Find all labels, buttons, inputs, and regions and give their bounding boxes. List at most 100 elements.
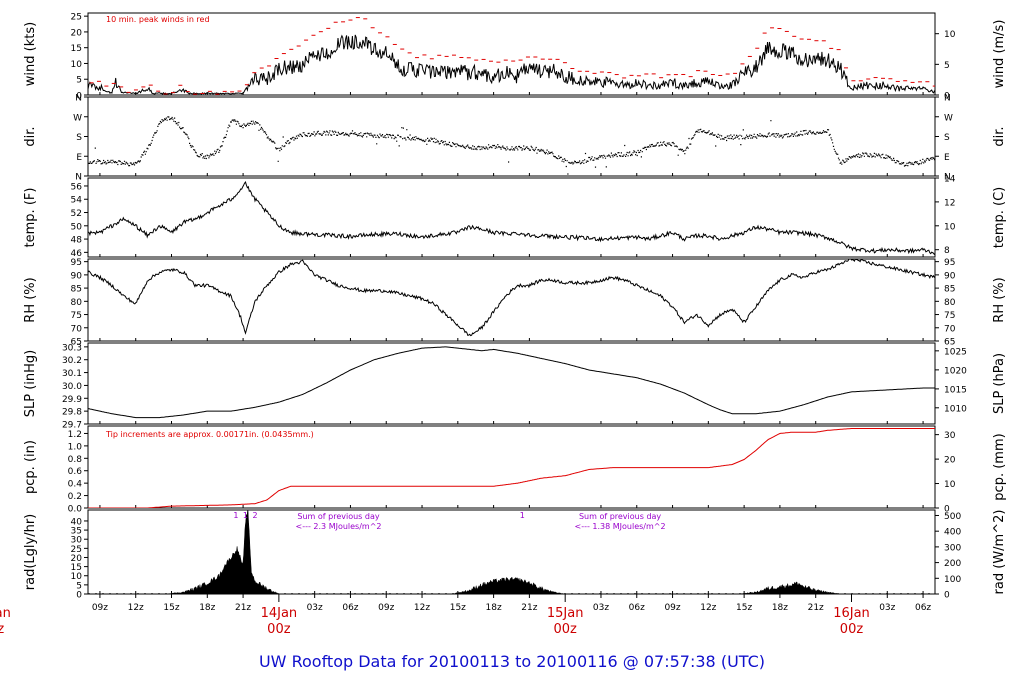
left-tick-label: 30 [71, 536, 83, 546]
left-tick-label: 30.1 [62, 369, 82, 379]
series-line [88, 346, 935, 419]
left-tick-label: 46 [71, 249, 83, 259]
left-tick-label: 15 [71, 563, 82, 573]
right-tick-label: 0 [944, 505, 950, 515]
left-tick-label: 52 [71, 209, 82, 219]
right-axis-label: dir. [992, 126, 1007, 146]
right-tick-label: 10 [944, 480, 956, 490]
right-axis-label: pcp. (mm) [992, 433, 1007, 500]
right-tick-label: 85 [944, 285, 955, 295]
left-axis-label: wind (kts) [23, 22, 38, 86]
time-tick-label: 18z [772, 603, 788, 613]
left-tick-label: 56 [71, 182, 83, 192]
left-tick-label: 48 [71, 236, 83, 246]
left-tick-label: 90 [71, 271, 83, 281]
left-tick-label: 15 [71, 44, 82, 54]
right-axis-label: rad (W/m^2) [992, 510, 1007, 595]
left-tick-label: N [75, 94, 82, 104]
time-tick-label: 12z [414, 603, 430, 613]
left-tick-label: 85 [71, 285, 82, 295]
right-tick-label: 30 [944, 431, 956, 441]
left-tick-label: 40 [71, 517, 83, 527]
left-axis-label: dir. [23, 126, 38, 146]
left-axis-label: SLP (inHg) [23, 350, 38, 418]
left-tick-label: 0.8 [68, 455, 83, 465]
series-wind [89, 17, 935, 95]
panel-frame [87, 177, 936, 258]
right-tick-label: 75 [944, 311, 955, 321]
series-rad [88, 510, 935, 594]
left-axis-label: RH (%) [23, 277, 38, 322]
radiation-area [165, 510, 840, 594]
left-tick-label: 0 [76, 591, 82, 601]
chart-title: UW Rooftop Data for 20100113 to 20100116… [259, 652, 765, 671]
right-axis-label: wind (m/s) [992, 20, 1007, 89]
right-tick-label: 95 [944, 258, 955, 268]
radiation-marker: 1 [233, 511, 238, 520]
time-tick-label: 21z [235, 603, 251, 613]
left-tick-label: 5 [76, 581, 82, 591]
direction-dots [88, 116, 935, 175]
left-tick-label: 30.0 [62, 382, 82, 392]
day-time-label: 00z [840, 622, 864, 637]
left-tick-label: 29.9 [62, 395, 82, 405]
panel-wind: wind (kts) wind (m/s) 0 5 10 15 20 25 0 5 10 10 min… [23, 12, 1007, 102]
left-tick-label: E [76, 153, 82, 163]
panel-temp: temp. (F) temp. (C) 46 48 50 52 54 56 8 10 12 14 [23, 175, 1007, 259]
right-axis-label: SLP (hPa) [992, 353, 1007, 414]
left-tick-label: 30.3 [62, 343, 82, 353]
right-tick-label: 500 [944, 512, 961, 522]
left-tick-label: N [75, 173, 82, 183]
time-axis: 09z 12z 15z 18z 21z 03z 06z 09z 12z 15z 18z 21z 03z 0… [0, 594, 931, 637]
time-tick-label: 18z [199, 603, 215, 613]
right-tick-label: 1010 [944, 404, 967, 414]
right-tick-label: E [944, 153, 950, 163]
left-tick-label: 10 [71, 60, 83, 70]
left-tick-label: 0.6 [68, 467, 83, 477]
time-tick-label: 03z [593, 603, 609, 613]
time-tick-label: 15z [736, 603, 752, 613]
time-tick-label: 09z [664, 603, 680, 613]
panel-pcp: pcp. (in) pcp. (mm) 0.0 0.2 0.4 0.6 0.8 1.0 1.2 0… [23, 425, 1007, 515]
time-tick-label: 18z [486, 603, 502, 613]
right-tick-label: 14 [944, 175, 956, 185]
left-tick-label: 70 [71, 324, 83, 334]
right-tick-label: 200 [944, 559, 961, 569]
series-line [88, 259, 935, 337]
radiation-marker: 1 [520, 511, 525, 520]
day-time-label: 00z [267, 622, 291, 637]
precip-annotation: Tip increments are approx. 0.00171in. (0… [105, 430, 314, 439]
series-pcp [88, 428, 935, 508]
right-axis-label: RH (%) [992, 277, 1007, 322]
right-tick-label: 100 [944, 575, 961, 585]
left-tick-label: 65 [71, 338, 82, 348]
left-tick-label: 0.4 [68, 480, 83, 490]
left-tick-label: 5 [76, 76, 82, 86]
day-label: 15Jan [547, 606, 584, 621]
right-tick-label: 10 [944, 222, 956, 232]
day-time-label: 00z [0, 622, 4, 637]
time-tick-label: 03z [307, 603, 323, 613]
series-rh [88, 259, 935, 337]
radiation-sum-note: Sum of previous day [297, 512, 379, 521]
panel-frame [87, 425, 936, 509]
left-axis-label: temp. (F) [23, 188, 38, 248]
time-tick-label: 15z [163, 603, 179, 613]
series-line [88, 428, 935, 508]
left-tick-label: 10 [71, 572, 83, 582]
left-tick-label: 0 [76, 92, 82, 102]
right-tick-label: 1025 [944, 347, 967, 357]
right-tick-label: 90 [944, 271, 956, 281]
right-tick-label: W [944, 113, 953, 123]
radiation-sum-note: <--- 2.3 MJoules/m^2 [296, 522, 382, 531]
day-time-label: 00z [553, 622, 577, 637]
day-label: 13Jan [0, 606, 11, 621]
right-tick-label: 300 [944, 543, 961, 553]
left-tick-label: 0.0 [68, 505, 83, 515]
left-tick-label: 25 [71, 13, 82, 23]
left-tick-label: 20 [71, 28, 83, 38]
right-tick-label: 5 [944, 61, 950, 71]
radiation-marker: 1 [243, 511, 248, 520]
right-axis-label: temp. (C) [992, 187, 1007, 249]
